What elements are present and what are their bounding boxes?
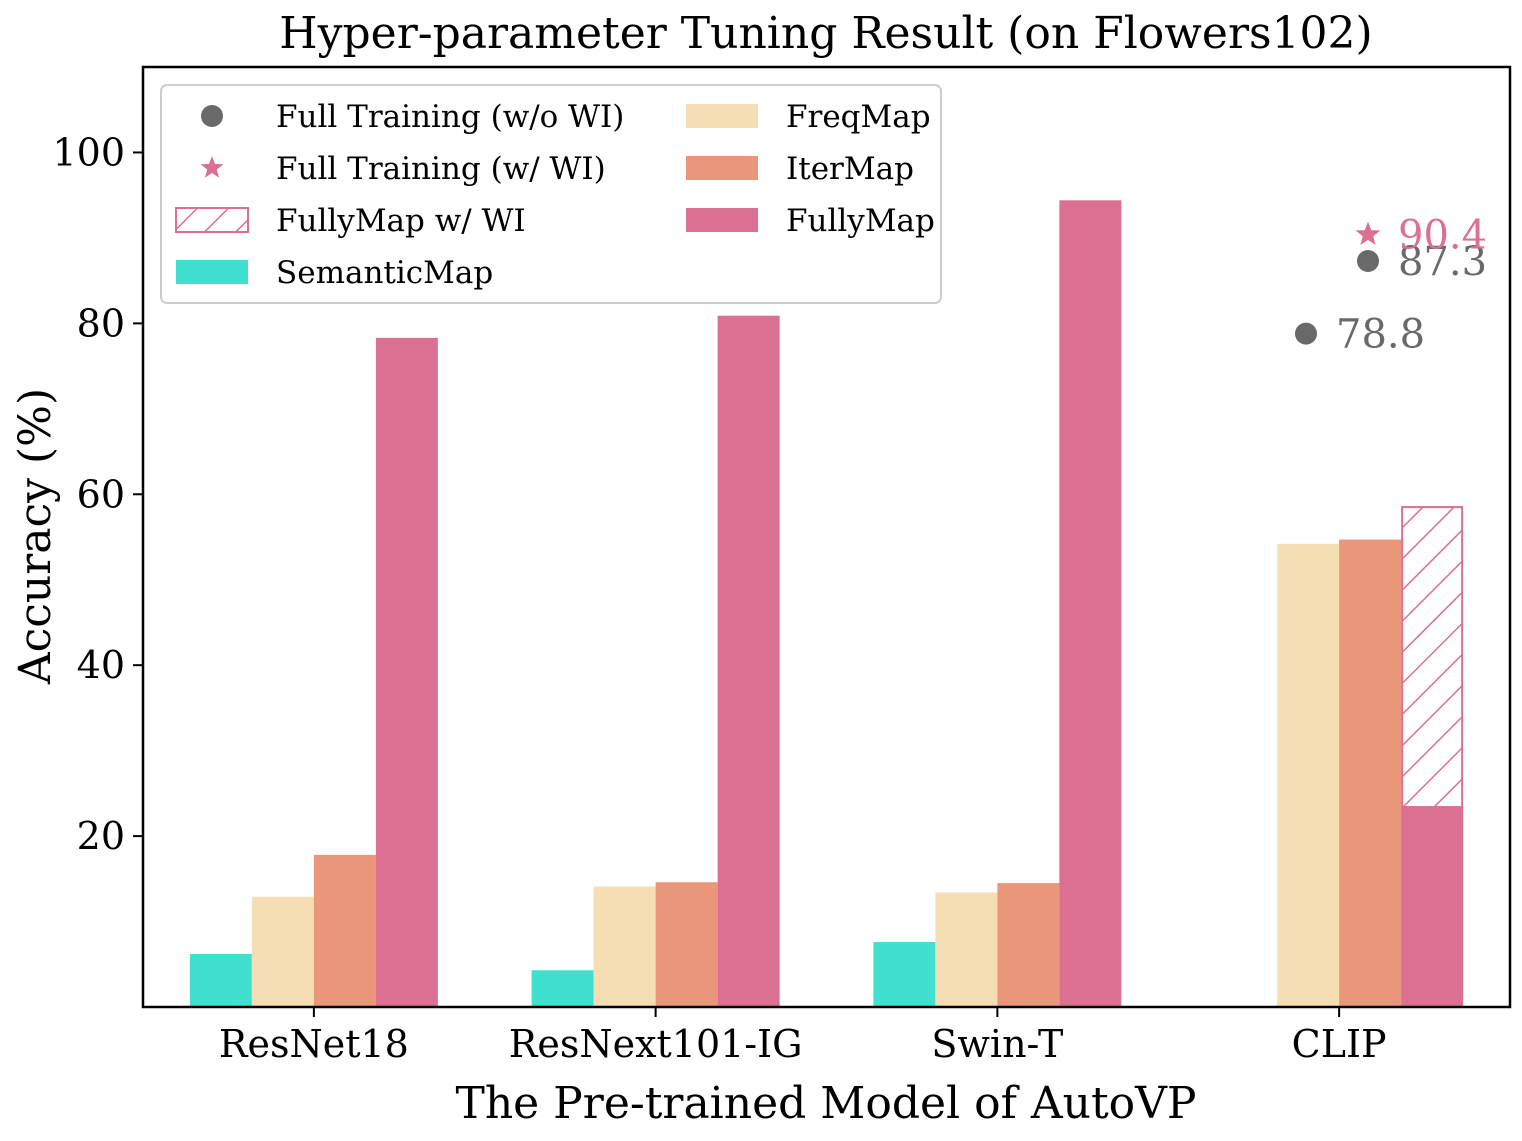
x-tick-label: Swin-T: [931, 1022, 1063, 1066]
bar-itermap-resnet18: [313, 854, 376, 1007]
bar-freqmap-resnet18: [251, 896, 314, 1007]
legend-patch: [686, 104, 758, 128]
legend-label: FullyMap w/ WI: [276, 203, 526, 239]
legend-patch: [176, 260, 248, 284]
bar-fullymap-swin-t: [1059, 200, 1122, 1008]
legend: Full Training (w/o WI) Full Training (w/ …: [160, 84, 942, 304]
x-tick-label: CLIP: [1292, 1022, 1387, 1066]
point-label: 87.3: [1398, 239, 1487, 285]
point-full-training-wi: [1355, 221, 1381, 245]
point-full-training-wo-wi: [1295, 322, 1317, 345]
bar-itermap-clip: [1339, 539, 1402, 1007]
y-axis-ticks: 20 40 60 80 100: [52, 130, 143, 858]
axes-frame: [141, 65, 1512, 1009]
point-full-training-wo-wi: [1357, 249, 1379, 272]
legend-label: Full Training (w/o WI): [276, 99, 624, 135]
bar-fullymap-resnet18: [375, 337, 438, 1008]
legend-label: FreqMap: [786, 99, 931, 135]
x-axis-ticks: ResNet18 ResNext101-IG Swin-T CLIP: [219, 1007, 1387, 1066]
legend-label: Full Training (w/ WI): [276, 151, 606, 187]
chart-title: Hyper-parameter Tuning Result (on Flower…: [279, 8, 1372, 59]
legend-box: [160, 84, 942, 304]
bar-freqmap-clip: [1277, 543, 1340, 1007]
plot-area: 87.3 78.8 90.4: [141, 65, 1512, 1009]
legend-patch-hatch: [175, 207, 249, 233]
legend-label: SemanticMap: [276, 255, 493, 291]
y-tick-label: 40: [77, 643, 125, 687]
y-tick-label: 20: [77, 814, 125, 858]
point-label: 90.4: [1398, 212, 1487, 258]
bar-freqmap-swin-t: [935, 892, 998, 1007]
bar-fullymap-wi-clip: [1401, 506, 1464, 809]
x-tick-label: ResNet18: [219, 1022, 409, 1066]
bar-semanticmap-resnext101-ig: [531, 970, 594, 1007]
bar-semanticmap-resnet18: [189, 954, 252, 1007]
y-axis-label: Accuracy (%): [10, 388, 61, 685]
legend-patch: [686, 208, 758, 232]
point-label: 78.8: [1336, 312, 1425, 358]
bar-fullymap-resnext101-ig: [717, 315, 780, 1007]
bar-itermap-resnext101-ig: [655, 882, 718, 1007]
x-tick-label: ResNext101-IG: [509, 1022, 803, 1066]
y-tick-label: 100: [52, 130, 125, 174]
legend-patch: [686, 156, 758, 180]
x-axis-label: The Pre-trained Model of AutoVP: [455, 1078, 1196, 1129]
bar-freqmap-resnext101-ig: [593, 886, 656, 1007]
y-tick-label: 80: [77, 301, 125, 345]
bar-fullymap-clip: [1401, 807, 1464, 1007]
bar-semanticmap-swin-t: [873, 942, 936, 1007]
legend-marker-circle: [201, 105, 223, 127]
legend-label: IterMap: [786, 151, 914, 187]
legend-label: FullyMap: [786, 203, 935, 239]
bar-itermap-swin-t: [997, 883, 1060, 1007]
y-tick-label: 60: [77, 472, 125, 516]
legend-marker-star: [200, 156, 224, 178]
